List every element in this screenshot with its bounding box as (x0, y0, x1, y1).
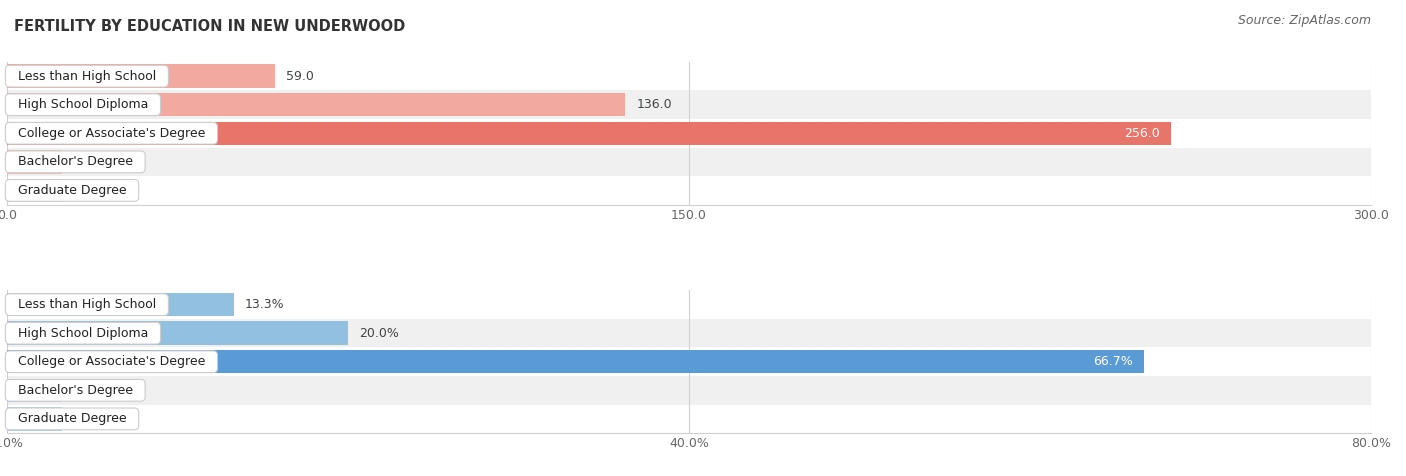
Bar (7, 347, 1371, 376)
Text: 136.0: 136.0 (636, 98, 672, 111)
Text: 0.0: 0.0 (73, 155, 93, 169)
Bar (7, 62, 1371, 90)
Bar (7, 290, 1371, 319)
Bar (7, 150, 62, 174)
Bar (7, 121, 1171, 145)
Text: Less than High School: Less than High School (10, 69, 165, 83)
Text: Graduate Degree: Graduate Degree (10, 412, 135, 426)
Bar (7, 148, 1371, 176)
Bar (7, 64, 276, 88)
Bar (7, 178, 62, 202)
Text: High School Diploma: High School Diploma (10, 327, 156, 340)
Text: Bachelor's Degree: Bachelor's Degree (10, 155, 141, 169)
Bar (7, 378, 62, 402)
Bar (7, 119, 1371, 148)
Text: Source: ZipAtlas.com: Source: ZipAtlas.com (1237, 14, 1371, 27)
Bar (7, 176, 1371, 205)
Bar (7, 319, 1371, 347)
Text: Less than High School: Less than High School (10, 298, 165, 311)
Text: 66.7%: 66.7% (1094, 355, 1133, 368)
Bar (7, 376, 1371, 405)
Text: 0.0%: 0.0% (73, 384, 104, 397)
Bar (7, 93, 626, 117)
Text: 59.0: 59.0 (287, 69, 314, 83)
Bar (7, 90, 1371, 119)
Bar (7, 350, 1144, 374)
Bar (7, 407, 62, 431)
Text: Graduate Degree: Graduate Degree (10, 184, 135, 197)
Text: 13.3%: 13.3% (245, 298, 284, 311)
Text: College or Associate's Degree: College or Associate's Degree (10, 127, 214, 140)
Text: Bachelor's Degree: Bachelor's Degree (10, 384, 141, 397)
Text: 20.0%: 20.0% (359, 327, 399, 340)
Bar (7, 321, 349, 345)
Text: 0.0%: 0.0% (73, 412, 104, 426)
Bar (7, 405, 1371, 433)
Bar (7, 293, 233, 317)
Text: 0.0: 0.0 (73, 184, 93, 197)
Text: High School Diploma: High School Diploma (10, 98, 156, 111)
Text: 256.0: 256.0 (1125, 127, 1160, 140)
Text: College or Associate's Degree: College or Associate's Degree (10, 355, 214, 368)
Text: FERTILITY BY EDUCATION IN NEW UNDERWOOD: FERTILITY BY EDUCATION IN NEW UNDERWOOD (14, 19, 405, 34)
